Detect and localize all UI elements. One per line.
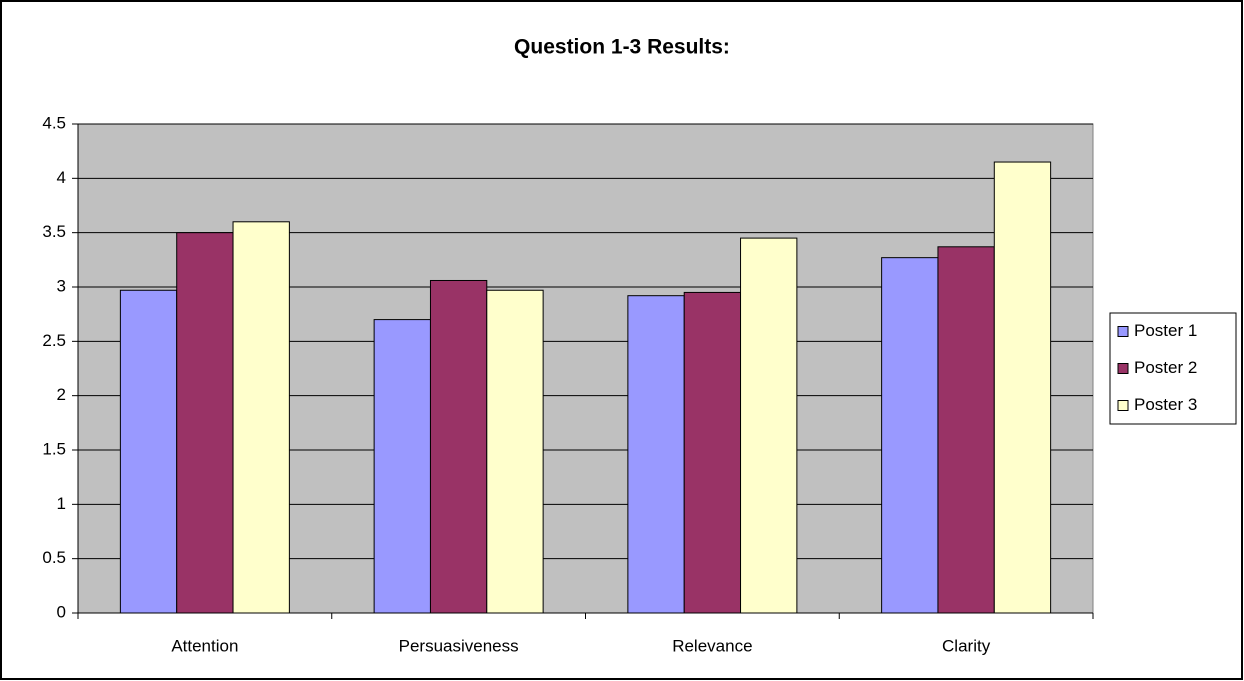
bar	[429, 279, 488, 614]
legend	[1109, 312, 1237, 425]
bar	[993, 161, 1052, 614]
x-tick-label: Relevance	[672, 636, 752, 655]
bar	[232, 221, 290, 614]
legend-swatch	[1117, 363, 1129, 374]
bar	[740, 237, 798, 614]
chart-title: Question 1-3 Results:	[514, 36, 730, 59]
x-tick-label: Clarity	[942, 636, 991, 655]
y-tick-label: 1.5	[42, 439, 66, 458]
bar	[119, 289, 178, 614]
bar	[881, 257, 939, 614]
bar	[627, 295, 685, 614]
bar	[937, 246, 995, 614]
x-tick-label: Persuasiveness	[399, 636, 519, 655]
y-tick-label: 2	[57, 385, 66, 404]
bar	[683, 291, 742, 614]
x-tick-label: Attention	[171, 636, 238, 655]
legend-label: Poster 3	[1134, 395, 1197, 414]
legend-label: Poster 1	[1134, 321, 1197, 340]
y-tick-label: 3	[57, 276, 66, 295]
y-tick-label: 2.5	[42, 331, 66, 350]
y-tick-label: 4	[57, 168, 66, 187]
legend-swatch	[1117, 326, 1129, 337]
bar	[373, 319, 431, 614]
y-tick-label: 1	[57, 494, 66, 513]
y-tick-label: 0	[57, 602, 66, 621]
bar	[486, 289, 544, 614]
y-tick-label: 4.5	[42, 113, 66, 132]
legend-swatch	[1117, 400, 1129, 411]
bar	[176, 232, 234, 614]
y-tick-label: 3.5	[42, 222, 66, 241]
y-tick-label: 0.5	[42, 548, 66, 567]
legend-label: Poster 2	[1134, 358, 1197, 377]
